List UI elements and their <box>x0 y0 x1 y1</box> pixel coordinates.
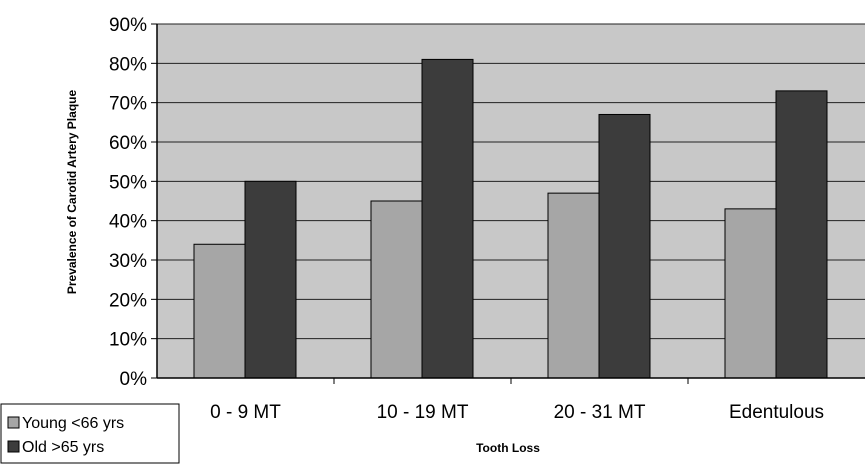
legend-box <box>0 403 180 464</box>
x-category-labels: 0 - 9 MT 10 - 19 MT 20 - 31 MT Edentulous <box>210 402 824 423</box>
y-tick-labels: 0% 10% 20% 30% 40% 50% 60% 70% 80% 90% <box>109 15 147 390</box>
x-category-label: 10 - 19 MT <box>377 402 469 423</box>
x-category-label: 0 - 9 MT <box>210 402 281 423</box>
bar-old <box>421 58 474 379</box>
y-axis-title: Prevalence of Carotid Artery Plaque <box>65 90 79 295</box>
legend-swatch <box>7 440 20 453</box>
y-tick-label: 80% <box>109 54 147 75</box>
axes <box>151 23 865 384</box>
bar-young <box>370 200 423 379</box>
bar-young <box>193 243 246 379</box>
y-tick-label: 10% <box>109 330 147 351</box>
y-tick-label: 0% <box>120 369 148 390</box>
legend: Young <66 yrs Old >65 yrs <box>0 403 180 464</box>
bar-old <box>598 113 651 379</box>
x-category-label: 20 - 31 MT <box>554 402 646 423</box>
bar-old <box>244 180 297 379</box>
legend-label: Young <66 yrs <box>22 415 124 432</box>
x-category-label: Edentulous <box>729 402 824 423</box>
y-tick-label: 20% <box>109 290 147 311</box>
y-tick-label: 90% <box>109 15 147 36</box>
x-axis-title: Tooth Loss <box>476 441 540 455</box>
y-tick-label: 70% <box>109 94 147 115</box>
bar-old <box>775 90 828 379</box>
y-tick-label: 50% <box>109 172 147 193</box>
legend-swatch <box>7 416 20 429</box>
bar-young <box>724 208 777 379</box>
bars <box>193 58 828 379</box>
y-tick-label: 60% <box>109 133 147 154</box>
y-tick-label: 40% <box>109 212 147 233</box>
bar-young <box>547 192 600 379</box>
y-tick-label: 30% <box>109 251 147 272</box>
legend-label: Old >65 yrs <box>22 439 104 456</box>
